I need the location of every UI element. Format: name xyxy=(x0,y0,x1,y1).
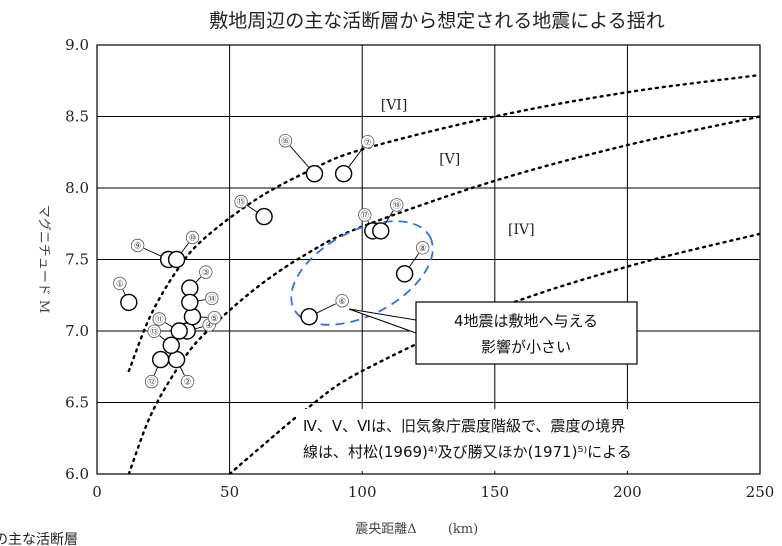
x-axis-label: 震央距離Δ xyxy=(355,522,416,537)
note-line-2: 線は、村松(1969)⁴⁾及び勝又ほか(1971)⁵⁾による xyxy=(303,443,632,461)
data-point xyxy=(163,337,179,353)
callout-line-1: 4地震は敷地へ与える xyxy=(454,312,598,330)
y-axis-label: マグニチュード M xyxy=(36,205,51,313)
point-label: ⑥ xyxy=(338,297,346,307)
x-tick-label: 50 xyxy=(220,483,239,501)
point-label: ⑤ xyxy=(211,314,219,324)
data-point xyxy=(121,294,137,310)
data-point xyxy=(171,323,187,339)
x-tick-label: 0 xyxy=(92,483,102,501)
data-point xyxy=(256,209,272,225)
y-tick-label: 6.5 xyxy=(65,394,89,412)
y-ticks: 6.0 6.5 7.0 7.5 8.0 8.5 9.0 xyxy=(65,36,89,483)
note-box: Ⅳ、Ⅴ、Ⅵは、旧気象庁震度階級で、震度の境界 線は、村松(1969)⁴⁾及び勝又… xyxy=(296,409,758,471)
point-label: ⑯ xyxy=(281,137,290,147)
data-point xyxy=(184,309,200,325)
y-tick-label: 6.0 xyxy=(65,465,89,483)
x-tick-label: 150 xyxy=(480,483,509,501)
point-label: ⑬ xyxy=(150,327,159,337)
data-point xyxy=(301,309,317,325)
point-label: ⑧ xyxy=(419,244,427,254)
callout-line-2: 影響が小さい xyxy=(481,338,571,356)
x-ticks: 0 50 100 150 200 250 xyxy=(92,483,774,501)
zone-label: [IV] xyxy=(508,222,535,238)
zone-label: [V] xyxy=(439,152,460,168)
note-line-1: Ⅳ、Ⅴ、Ⅵは、旧気象庁震度階級で、震度の境界 xyxy=(303,417,625,435)
x-tick-label: 200 xyxy=(613,483,642,501)
data-point xyxy=(169,352,185,368)
point-label: ⑩ xyxy=(189,234,197,244)
zone-label: [VI] xyxy=(381,97,408,113)
y-tick-label: 7.0 xyxy=(65,322,89,340)
point-label: ⑰ xyxy=(361,211,370,221)
x-tick-label: 250 xyxy=(746,483,775,501)
point-label: ③ xyxy=(202,268,210,278)
y-tick-label: 8.0 xyxy=(65,179,89,197)
x-tick-label: 100 xyxy=(348,483,377,501)
point-label: ⑨ xyxy=(134,242,142,252)
point-label: ⑭ xyxy=(208,295,217,305)
point-label: ⑱ xyxy=(393,201,402,211)
y-tick-label: 7.5 xyxy=(65,251,89,269)
x-axis-unit: (km) xyxy=(448,522,478,537)
data-point xyxy=(397,266,413,282)
point-label: ⑫ xyxy=(147,378,156,388)
data-point xyxy=(336,166,352,182)
footer-text: の主な活断層 xyxy=(0,532,78,546)
data-point xyxy=(153,352,169,368)
point-label: ① xyxy=(116,280,124,290)
point-label: ⑪ xyxy=(155,315,164,325)
point-label: ⑮ xyxy=(237,198,246,208)
data-point xyxy=(306,166,322,182)
data-point xyxy=(169,252,185,268)
point-label: ⑦ xyxy=(364,138,372,148)
chart-title: 敷地周辺の主な活断層から想定される地震による揺れ xyxy=(209,10,664,32)
y-tick-label: 9.0 xyxy=(65,36,89,54)
data-point xyxy=(182,294,198,310)
data-point xyxy=(373,223,389,239)
y-tick-label: 8.5 xyxy=(65,108,89,126)
point-label: ② xyxy=(184,378,192,388)
